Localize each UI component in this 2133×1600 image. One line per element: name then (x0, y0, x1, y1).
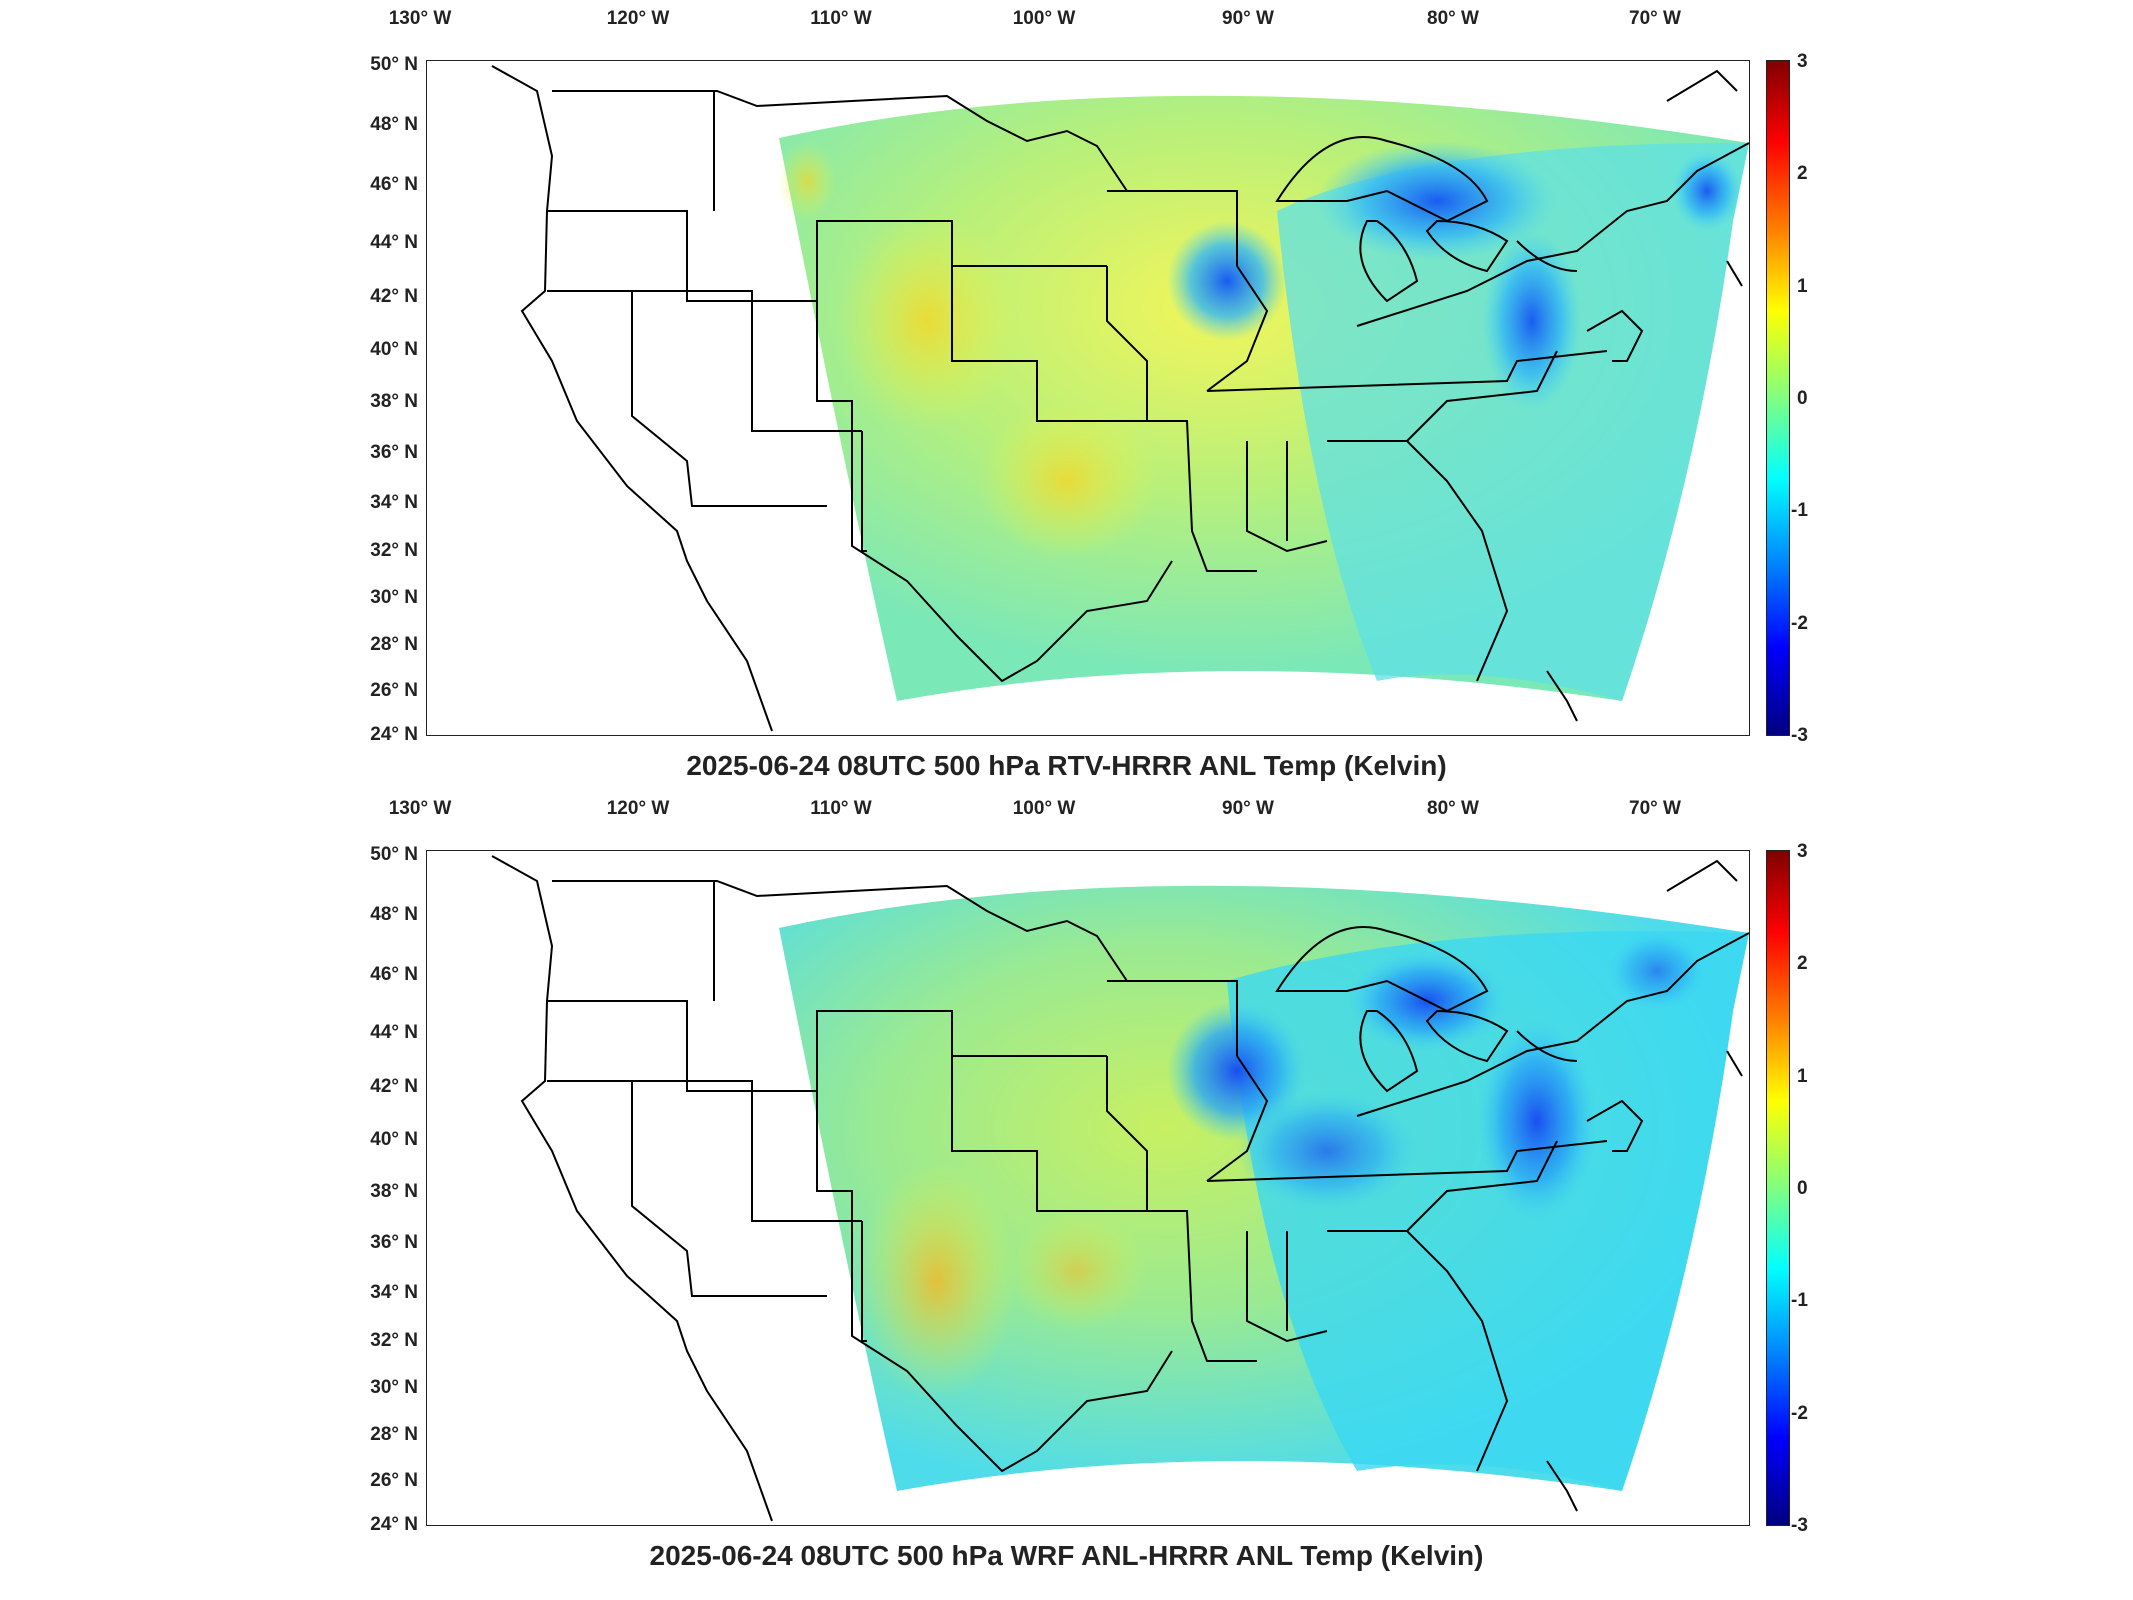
panel-wrf-hrrr: 130° W 120° W 110° W 100° W 90° W 80° W … (0, 790, 2133, 1590)
map-svg (491, 855, 1749, 1522)
lat-tick: 42° N (370, 1076, 418, 1097)
lon-tick: 120° W (606, 798, 670, 819)
colorbar-tick: -1 (1791, 1290, 1808, 1311)
panel-title: 2025-06-24 08UTC 500 hPa RTV-HRRR ANL Te… (686, 750, 1447, 781)
colorbar-tick: -3 (1791, 725, 1808, 746)
colorbar-tick: -1 (1791, 500, 1808, 521)
colorbar-tick: 3 (1797, 841, 1808, 862)
lat-tick: 44° N (370, 1022, 418, 1043)
colorbar (1766, 850, 1790, 1526)
lon-tick: 100° W (1012, 798, 1076, 819)
panel-rtv-hrrr: 130° W 120° W 110° W 100° W 90° W 80° W … (370, 8, 1808, 781)
coastlines-borders (491, 855, 1749, 1522)
colorbar-tick: -2 (1791, 613, 1808, 634)
lon-tick: 100° W (1012, 8, 1076, 29)
lat-tick: 32° N (370, 1330, 418, 1351)
lat-tick: 26° N (370, 680, 418, 701)
colorbar-tick: 2 (1797, 953, 1808, 974)
lon-tick: 110° W (810, 8, 872, 29)
lon-tick: 70° W (1629, 798, 1681, 819)
lon-tick: 130° W (388, 798, 452, 819)
lat-tick: 38° N (370, 1181, 418, 1202)
colorbar (1766, 60, 1790, 736)
lon-tick: 90° W (1222, 8, 1274, 29)
colorbar-tick: 0 (1797, 388, 1808, 409)
lat-tick: 48° N (370, 114, 418, 135)
colorbar-tick: -3 (1791, 1515, 1808, 1536)
lat-tick: 50° N (370, 844, 418, 865)
lon-tick: 120° W (606, 8, 670, 29)
map-plot-area (426, 850, 1750, 1526)
lon-tick: 70° W (1629, 8, 1681, 29)
lat-tick: 34° N (370, 492, 418, 513)
lat-tick: 36° N (370, 442, 418, 463)
lat-tick: 34° N (370, 1282, 418, 1303)
lat-tick: 26° N (370, 1470, 418, 1491)
lat-tick: 48° N (370, 904, 418, 925)
colorbar-tick: 3 (1797, 51, 1808, 72)
colorbar-tick: 0 (1797, 1178, 1808, 1199)
lat-tick: 28° N (370, 634, 418, 655)
map-svg (491, 65, 1749, 732)
lat-tick: 42° N (370, 286, 418, 307)
panel-title: 2025-06-24 08UTC 500 hPa WRF ANL-HRRR AN… (649, 1540, 1484, 1571)
lon-tick: 130° W (388, 8, 452, 29)
lat-tick: 46° N (370, 964, 418, 985)
lat-tick: 44° N (370, 232, 418, 253)
lat-tick: 50° N (370, 54, 418, 75)
lat-tick: 24° N (370, 1514, 418, 1535)
lat-tick: 40° N (370, 1129, 418, 1150)
colorbar-tick: 1 (1797, 1066, 1808, 1087)
colorbar-tick: 1 (1797, 276, 1808, 297)
lon-tick: 80° W (1427, 798, 1479, 819)
coastlines-borders (491, 65, 1749, 732)
map-plot-area (426, 60, 1750, 736)
lon-tick: 90° W (1222, 798, 1274, 819)
lat-tick: 38° N (370, 391, 418, 412)
colorbar-tick: 2 (1797, 163, 1808, 184)
lat-tick: 46° N (370, 174, 418, 195)
lat-tick: 30° N (370, 587, 418, 608)
colorbar-tick: -2 (1791, 1403, 1808, 1424)
lat-tick: 40° N (370, 339, 418, 360)
lat-tick: 36° N (370, 1232, 418, 1253)
lat-tick: 28° N (370, 1424, 418, 1445)
lat-tick: 32° N (370, 540, 418, 561)
lon-tick: 110° W (810, 798, 872, 819)
lat-tick: 30° N (370, 1377, 418, 1398)
lat-tick: 24° N (370, 724, 418, 745)
lon-tick: 80° W (1427, 8, 1479, 29)
